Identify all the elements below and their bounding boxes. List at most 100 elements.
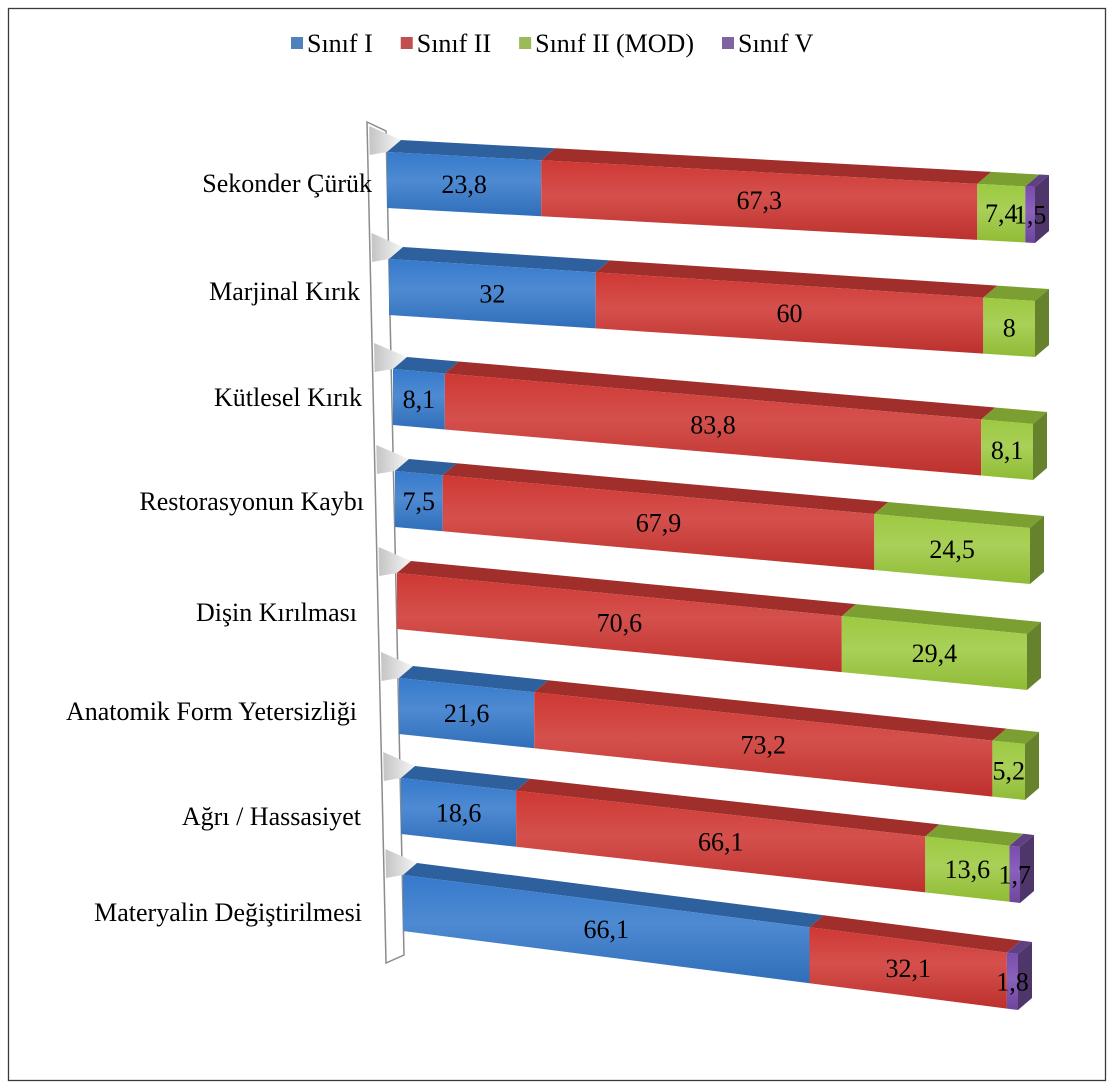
legend-swatch [519, 37, 532, 49]
bar-segment-sinif-ii-mod [874, 502, 1044, 584]
bar-segment-top-face [981, 407, 1047, 424]
bar-segment-front-face [395, 471, 443, 532]
bar-segment-sinif-ii [541, 148, 992, 240]
bar-segment-sinif-ii [397, 561, 856, 673]
category-label: Sekonder Çürük [202, 169, 372, 198]
bar-disin-kirilmasi [397, 561, 1041, 690]
legend-item-sinif-i: Sınıf I [291, 29, 373, 58]
wall-shading-segment [378, 547, 411, 576]
bar-segment-sinif-v [1025, 174, 1049, 243]
data-label-sinif-ii-mod: 7,4 [985, 199, 1018, 228]
data-label-sinif-ii: 73,2 [741, 730, 787, 759]
bar-segment-front-face [399, 678, 535, 749]
bar-sekonder-curuk [387, 140, 1049, 243]
bar-segment-front-face [444, 373, 982, 476]
bar-marjinal-kirik [389, 247, 1049, 357]
bar-segment-top-face [401, 766, 531, 791]
data-label-sinif-i: 7,5 [403, 487, 436, 516]
bar-segment-sinif-ii [444, 361, 996, 476]
legend-item-sinif-v: Sınıf V [722, 29, 814, 58]
bar-segment-top-face [541, 148, 992, 184]
bar-segment-front-face [1009, 845, 1020, 903]
data-label-sinif-ii-mod: 24,5 [929, 535, 975, 564]
bar-segment-top-face [403, 863, 824, 928]
bar-segment-sinif-ii-mod [841, 604, 1041, 690]
bar-agri-hassasiyet [401, 766, 1034, 903]
bar-segment-top-face [992, 728, 1039, 744]
bar-end-face [1018, 942, 1032, 1010]
bar-segment-front-face [393, 369, 445, 430]
bar-segment-top-face [389, 247, 610, 273]
category-label: Anatomik Form Yetersizliği [66, 697, 357, 726]
bar-segment-front-face [403, 875, 810, 984]
wall-shading-segment [369, 126, 401, 155]
bar-segment-top-face [595, 260, 998, 298]
legend-item-sinif-ii: Sınıf II [400, 29, 491, 58]
bar-end-face [1020, 835, 1034, 903]
bar-segment-sinif-ii [442, 463, 889, 570]
legend-swatch [722, 37, 734, 49]
bar-segment-front-face [1025, 186, 1035, 243]
bar-segment-front-face [541, 160, 978, 240]
legend-swatch [291, 37, 303, 49]
data-label-sinif-ii: 67,9 [636, 509, 682, 538]
wall-shading-segment [385, 849, 417, 878]
data-label-sinif-ii: 67,3 [737, 186, 783, 215]
data-label-sinif-ii-mod: 5,2 [992, 756, 1025, 785]
bars [387, 140, 1049, 1010]
data-label-sinif-ii-mod: 29,4 [912, 639, 958, 668]
bar-segment-top-face [925, 824, 1024, 846]
data-label-sinif-i: 23,8 [441, 170, 487, 199]
data-label-sinif-ii-mod: 8,1 [991, 436, 1024, 465]
category-label: Materyalin Değiştirilmesi [94, 898, 362, 927]
wall-shading-segment [374, 343, 407, 372]
legend-item-sinif-ii-mod: Sınıf II (MOD) [519, 29, 694, 58]
data-label-sinif-ii-mod: 8 [1003, 313, 1016, 342]
bar-segment-sinif-ii-mod [981, 407, 1047, 480]
bar-segment-top-face [516, 778, 940, 837]
bar-segment-sinif-ii [809, 915, 1021, 1009]
data-labels: 23,8 67,3 7,41,5 32 60 8 8,1 83,8 8,1 7,5 67,9 24,5… [403, 170, 1047, 996]
bar-segment-top-face [1009, 833, 1034, 847]
bar-materyalin-degistirilmesi [403, 863, 1032, 1010]
bar-segment-front-face [983, 297, 1035, 357]
legend-swatch [400, 37, 413, 49]
bar-segment-front-face [977, 183, 1026, 243]
data-label-sinif-v: 1,7 [998, 860, 1031, 889]
bar-segment-front-face [516, 790, 926, 893]
wall-shading [369, 126, 417, 878]
bar-segment-sinif-i [401, 766, 531, 847]
bar-segment-sinif-i [389, 247, 610, 329]
legend: Sınıf I Sınıf II Sınıf II (MOD) Sınıf V [291, 29, 814, 58]
wall-shading-segment [376, 445, 409, 474]
bar-segment-top-face [977, 171, 1040, 187]
data-label-sinif-i: 32 [479, 280, 505, 309]
bar-segment-top-face [1006, 940, 1032, 954]
bar-segment-sinif-v [1009, 833, 1034, 903]
data-label-sinif-i: 8,1 [403, 385, 436, 414]
bar-segment-sinif-ii-mod [977, 171, 1040, 243]
bar-segment-sinif-i [403, 863, 824, 984]
legend-label: Sınıf I [307, 29, 373, 58]
bar-segment-front-face [874, 514, 1030, 584]
bar-segment-top-face [395, 459, 457, 476]
bar-segment-sinif-v [1006, 940, 1032, 1010]
bar-segment-top-face [534, 680, 1007, 741]
bar-segment-sinif-i [387, 140, 556, 217]
category-label: Dişin Kırılması [196, 598, 357, 627]
legend-label: Sınıf V [738, 29, 814, 58]
category-axis: Sekonder Çürük Marjinal Kırık Kütlesel Kır… [66, 169, 372, 927]
chart-back-wall [366, 120, 405, 965]
legend-label: Sınıf II (MOD) [535, 29, 694, 58]
bar-kutlesel-kirik [393, 357, 1047, 480]
bar-segment-sinif-ii [595, 260, 998, 354]
bar-segment-front-face [1006, 952, 1018, 1010]
bar-segment-top-face [442, 463, 889, 514]
bar-segment-top-face [444, 361, 996, 420]
bar-end-face [1027, 622, 1041, 690]
bar-segment-sinif-i [395, 459, 457, 532]
bar-segment-sinif-ii-mod [992, 728, 1039, 800]
wall-shading-segment [381, 652, 413, 681]
bar-anatomik-form-yetersizligi [399, 666, 1039, 800]
